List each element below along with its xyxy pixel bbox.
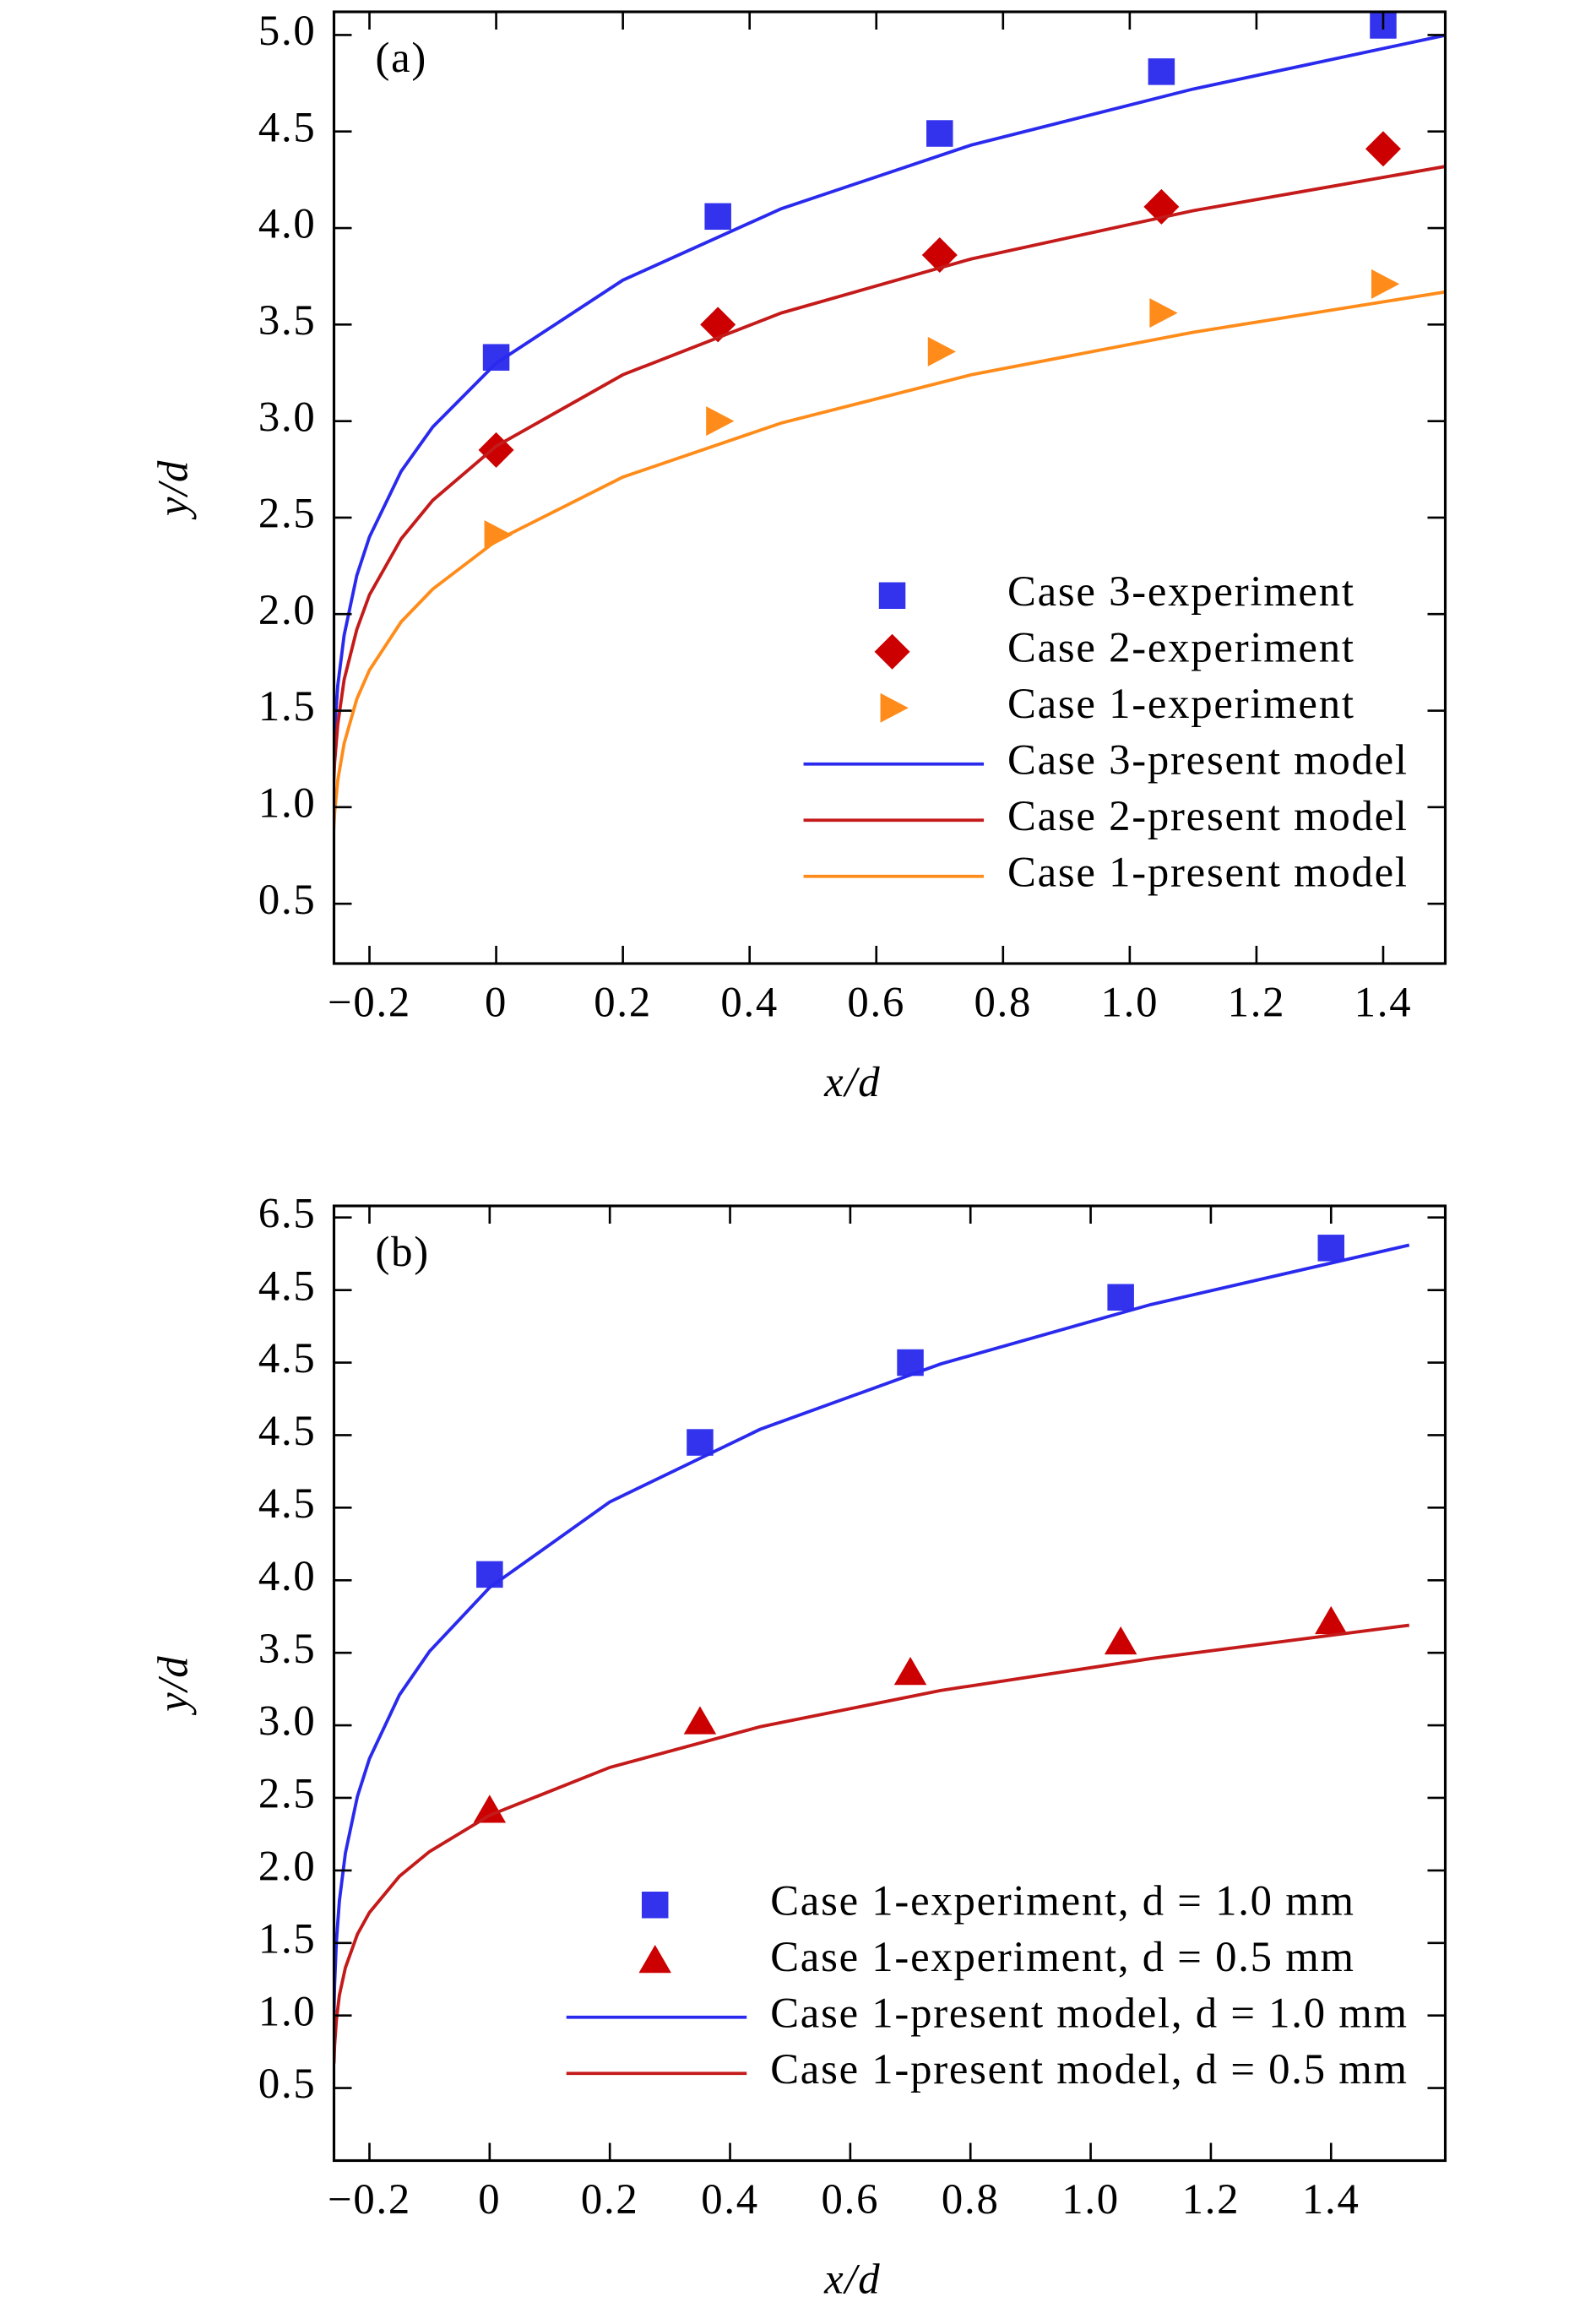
x-tick-label: 0.8 [942,2175,1000,2223]
model-line [334,290,1446,861]
y-tick-label: 4.0 [258,1552,317,1599]
y-tick-label: 4.5 [258,103,317,150]
marker-diamond [1365,131,1401,167]
x-tick-label: 0 [478,2175,501,2223]
legend-label: Case 3-experiment [1007,567,1355,615]
y-tick-label: 3.0 [258,1697,317,1745]
marker-square [1107,1284,1134,1311]
marker-square [926,120,953,147]
y-tick-label: 1.5 [258,1914,317,1962]
legend-label: Case 1-experiment, d = 0.5 mm [770,1933,1354,1980]
x-tick-label: 1.4 [1354,978,1413,1025]
legend-label: Case 1-present model, d = 0.5 mm [770,2045,1409,2093]
marker-triangle-right [927,336,957,367]
y-axis-label: y/d [149,459,197,520]
model-line [334,165,1446,821]
y-tick-label: 3.0 [258,393,317,440]
marker-square [878,582,906,610]
y-tick-label: 1.0 [258,1987,317,2034]
x-tick-label: 0.4 [701,2175,759,2223]
y-tick-label: 2.5 [258,1770,317,1817]
x-tick-label: 0 [485,978,508,1025]
y-tick-label: 2.5 [258,490,317,537]
marker-triangle-right [1149,298,1178,329]
marker-triangle-right [1371,269,1400,299]
legend-label: Case 2-present model [1007,792,1409,839]
marker-square [704,203,731,231]
marker-triangle-up [683,1706,717,1735]
x-tick-label: 0.2 [581,2175,639,2223]
x-tick-label: 0.6 [822,2175,880,2223]
legend-label: Case 1-present model [1007,848,1409,895]
y-axis-label: y/d [149,1655,197,1716]
marker-diamond [921,237,958,274]
marker-triangle-up [638,1945,671,1974]
marker-triangle-up [473,1795,507,1823]
marker-square [1317,1235,1345,1262]
x-tick-label: 1.2 [1182,2175,1240,2223]
model-line [334,33,1446,795]
x-tick-label: −0.2 [328,978,411,1025]
marker-square [1148,58,1175,85]
panel-label: (b) [376,1228,430,1275]
x-tick-label: 1.4 [1302,2175,1360,2223]
marker-triangle-right [484,520,513,551]
model-line [334,1623,1410,2064]
x-axis-label: x/d [823,2255,881,2302]
marker-diamond [478,432,514,468]
plot: −0.2 0 0.2 0.4 0.6 0.8 1.0 1.2 1.4 0.5 1.0 1.5 2.0 2.… [149,1189,1447,2302]
marker-triangle-right [880,692,909,723]
plot-frame [332,1204,1447,2163]
y-tick-label: 2.0 [258,586,317,633]
x-tick-label: −0.2 [328,2175,411,2223]
y-tick-label: 4.5 [258,1262,317,1309]
x-tick-label: 1.0 [1101,978,1159,1025]
plot: −0.2 0 0.2 0.4 0.6 0.8 1.0 1.2 1.4 0.5 1.0 1.5 2.0 2.… [149,7,1447,1105]
y-tick-label: 4.0 [258,200,317,247]
marker-diamond [1143,188,1180,225]
legend-label: Case 3-present model [1007,736,1409,783]
y-tick-label: 1.5 [258,682,317,730]
x-tick-label: 1.0 [1061,2175,1120,2223]
x-tick-label: 0.2 [594,978,652,1025]
marker-triangle-up [1104,1626,1137,1655]
y-tick-label: 3.5 [258,1625,317,1672]
marker-square [687,1429,714,1456]
y-tick-label: 0.5 [258,876,317,923]
y-tick-label: 4.5 [258,1480,317,1527]
marker-triangle-up [1315,1605,1348,1635]
x-axis-label: x/d [823,1058,881,1105]
panel-label: (a) [376,34,428,81]
legend-label: Case 1-experiment, d = 1.0 mm [770,1876,1354,1924]
plot-area [334,1235,1410,2064]
legend-label: Case 2-experiment [1007,623,1355,671]
y-tick-label: 5.0 [258,7,317,54]
marker-triangle-up [893,1656,927,1686]
legend-label: Case 1-experiment [1007,680,1355,727]
y-tick-label: 4.5 [258,1407,317,1454]
y-tick-label: 4.5 [258,1334,317,1382]
y-tick-label: 2.0 [258,1843,317,1890]
y-tick-label: 0.5 [258,2060,317,2107]
x-tick-label: 0.8 [974,978,1032,1025]
marker-square [641,1892,669,1919]
x-tick-label: 0.4 [720,978,779,1025]
marker-diamond [874,633,910,670]
x-tick-label: 1.2 [1228,978,1286,1025]
y-tick-label: 3.5 [258,296,317,344]
marker-square [476,1561,503,1588]
plot-area [334,12,1446,861]
model-line [334,1243,1410,2013]
marker-triangle-right [706,406,735,437]
legend-label: Case 1-present model, d = 1.0 mm [770,1989,1409,2036]
y-tick-label: 1.0 [258,779,317,826]
x-tick-label: 0.6 [847,978,905,1025]
y-tick-label: 6.5 [258,1189,317,1236]
plot-frame [332,10,1447,965]
